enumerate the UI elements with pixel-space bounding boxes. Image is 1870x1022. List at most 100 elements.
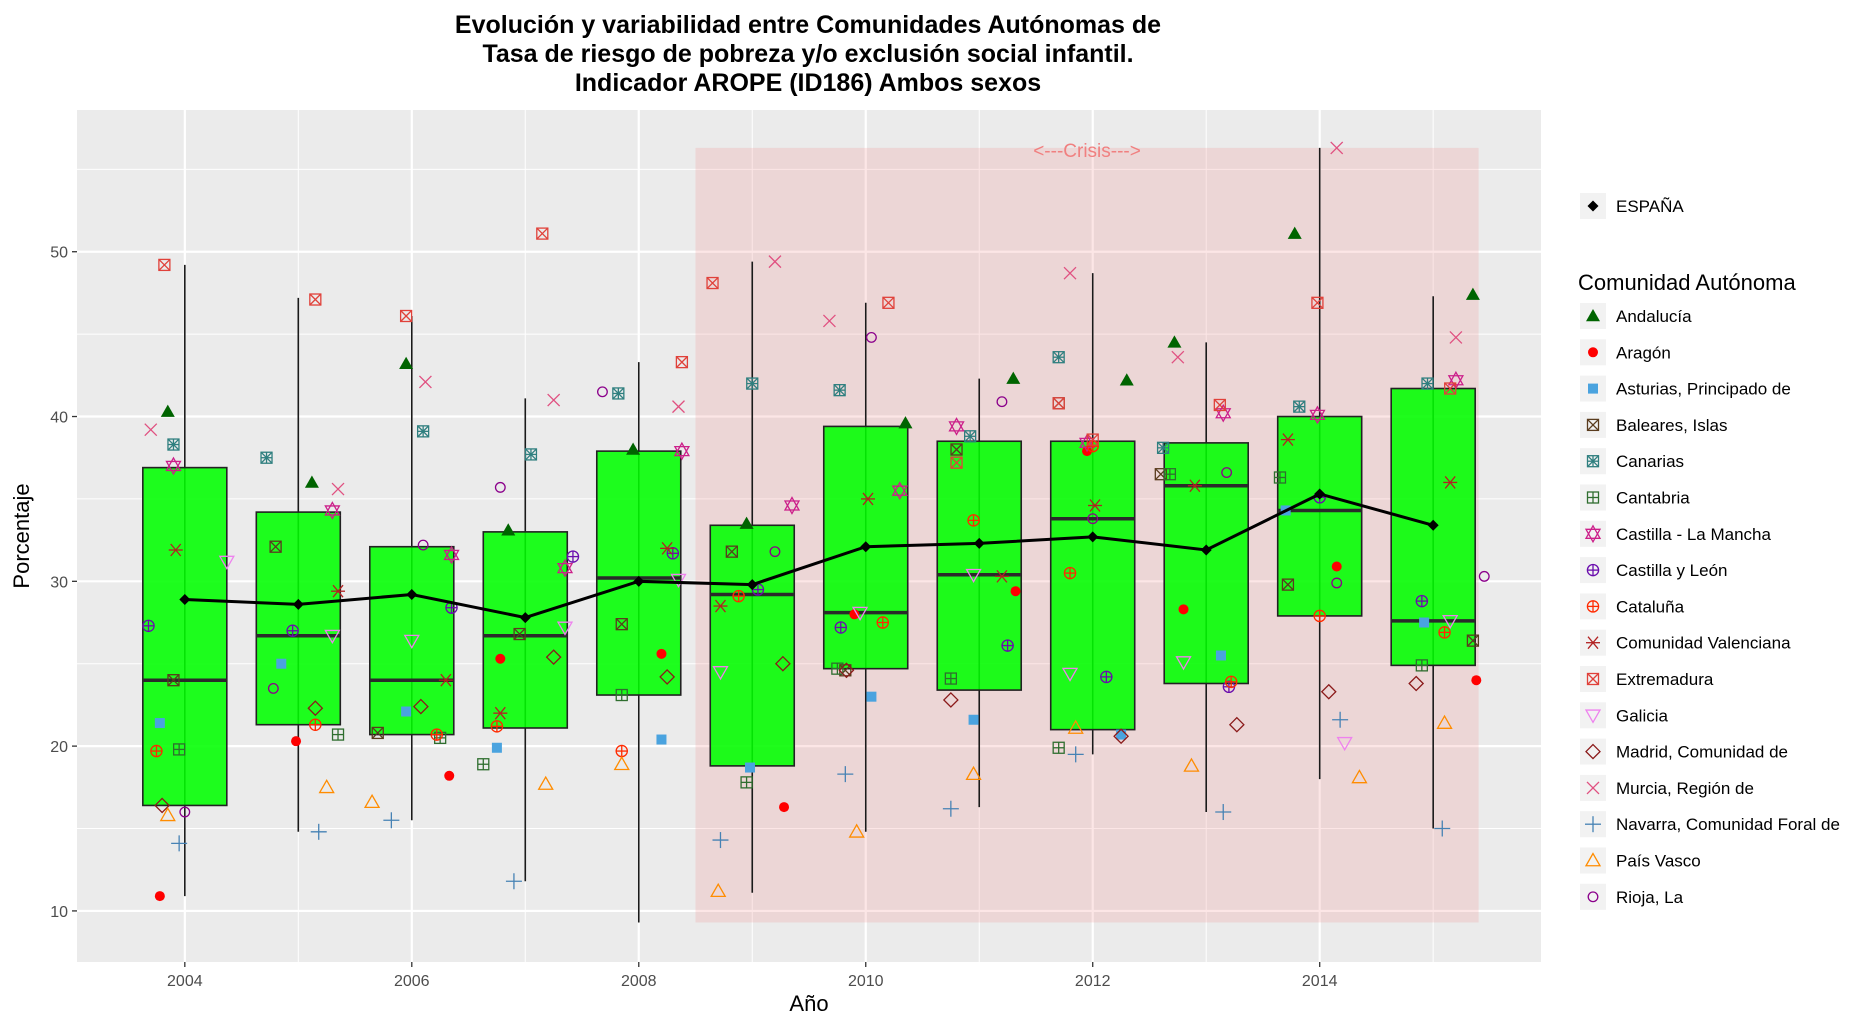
point-canarias-0 <box>167 438 180 451</box>
title-line-1: Evolución y variabilidad entre Comunidad… <box>455 11 1161 39</box>
legend-symbol-extremadura <box>1586 672 1600 686</box>
point-cantabria-3 <box>477 758 490 771</box>
point-canarias-6 <box>833 384 846 397</box>
point-asturias-principado-de-9 <box>1215 650 1226 661</box>
box-2014 <box>1276 415 1363 617</box>
point-catalu-a-7 <box>967 514 980 527</box>
point-catalu-a-0 <box>150 744 163 758</box>
point-arag-n-11 <box>1471 675 1482 686</box>
point-cantabria-4 <box>615 688 628 702</box>
point-rioja-la-2 <box>417 539 429 551</box>
point-rioja-la-3 <box>494 481 506 493</box>
point-andaluc-a-11 <box>1465 287 1480 300</box>
espana-point-9 <box>1200 544 1212 556</box>
point-navarra-comunidad-foral-de-1 <box>310 823 327 840</box>
legend-label-cantabria: Cantabria <box>1616 489 1690 508</box>
y-tick-label: 20 <box>50 739 68 756</box>
espana-point-6 <box>860 541 872 553</box>
point-asturias-principado-de-11 <box>1419 617 1430 628</box>
point-catalu-a-1 <box>309 718 322 731</box>
y-tick-label: 50 <box>50 245 68 262</box>
espana-point-0 <box>179 593 191 605</box>
point-madrid-comunidad-de-3 <box>545 649 562 666</box>
point-canarias-5 <box>746 377 759 390</box>
point-murcia-regi-n-de-9 <box>1330 141 1344 155</box>
box-2008 <box>595 450 682 696</box>
point-canarias-8 <box>1052 351 1065 364</box>
point-andaluc-a-8 <box>1119 373 1134 386</box>
point-extremadura-1 <box>309 293 322 306</box>
point-catalu-a-3 <box>490 720 504 733</box>
point-extremadura-0 <box>158 258 171 272</box>
point-madrid-comunidad-de-0 <box>154 797 171 814</box>
point-arag-n-10 <box>1331 561 1342 572</box>
point-extremadura-2 <box>399 309 413 323</box>
legend-label-comunidad-valenciana: Comunidad Valenciana <box>1616 634 1791 653</box>
point-madrid-comunidad-de-6 <box>838 662 855 679</box>
point-canarias-3 <box>524 448 538 461</box>
point-castilla-la-mancha-2 <box>443 545 460 565</box>
point-asturias-principado-de-1 <box>276 658 287 669</box>
point-murcia-regi-n-de-1 <box>331 482 345 496</box>
point-comunidad-valenciana-6 <box>861 492 876 506</box>
legend-key-pa-s-vasco <box>1580 847 1606 874</box>
point-madrid-comunidad-de-2 <box>412 698 429 715</box>
point-galicia-1 <box>324 629 341 645</box>
espana-point-11 <box>1427 519 1439 531</box>
point-rioja-la-10 <box>1331 577 1343 589</box>
point-galicia-4 <box>670 573 687 588</box>
point-pa-s-vasco-7 <box>965 765 982 781</box>
point-asturias-principado-de-4 <box>656 734 667 745</box>
point-canarias-7 <box>964 430 977 443</box>
point-andaluc-a-1 <box>304 475 319 488</box>
box-rect-2012 <box>1049 440 1136 731</box>
point-murcia-regi-n-de-3 <box>547 393 561 407</box>
point-catalu-a-10 <box>1224 675 1238 689</box>
legend-symbol-arag-n <box>1588 347 1598 358</box>
legend-symbol-pa-s-vasco <box>1584 852 1602 867</box>
point-asturias-principado-de-6 <box>866 691 877 702</box>
point-andaluc-a-6 <box>898 416 913 429</box>
point-murcia-regi-n-de-6 <box>822 314 836 328</box>
point-catalu-a-4 <box>615 744 628 758</box>
box-rect-2011 <box>936 440 1023 691</box>
point-navarra-comunidad-foral-de-9 <box>1332 711 1349 728</box>
point-castilla-la-mancha-5 <box>783 496 801 515</box>
box-rect-2008 <box>595 450 682 696</box>
legend-label-pa-s-vasco: País Vasco <box>1616 852 1701 871</box>
point-extremadura-4 <box>675 355 689 369</box>
point-pa-s-vasco-0 <box>159 807 176 822</box>
legend-label-murcia-regi-n-de: Murcia, Región de <box>1616 779 1754 798</box>
point-rioja-la-8 <box>1087 513 1099 525</box>
point-murcia-regi-n-de-0 <box>144 423 158 437</box>
legend-label-canarias: Canarias <box>1616 452 1684 471</box>
point-comunidad-valenciana-10 <box>1280 433 1295 447</box>
x-axis-title: Año <box>789 991 828 1016</box>
point-comunidad-valenciana-0 <box>168 543 183 557</box>
y-tick-label: 40 <box>50 410 68 427</box>
point-castilla-la-mancha-3 <box>556 558 574 578</box>
point-murcia-regi-n-de-5 <box>768 255 782 269</box>
point-madrid-comunidad-de-1 <box>307 700 324 717</box>
point-castilla-y-le-n-3 <box>566 550 580 563</box>
point-cantabria-5 <box>740 776 753 789</box>
point-galicia-7 <box>965 568 982 584</box>
point-catalu-a-8 <box>1063 566 1077 580</box>
point-catalu-a-6 <box>876 616 890 629</box>
x-tick-label: 2010 <box>848 973 884 990</box>
legend-label-castilla-y-le-n: Castilla y León <box>1616 561 1728 580</box>
point-navarra-comunidad-foral-de-2 <box>383 812 400 829</box>
point-baleares-islas-3 <box>513 627 526 641</box>
point-arag-n-1 <box>291 736 302 747</box>
point-andaluc-a-7 <box>1006 371 1021 384</box>
legend-espana-label: ESPAÑA <box>1616 197 1684 216</box>
legend-label-extremadura: Extremadura <box>1616 670 1714 689</box>
point-castilla-la-mancha-7 <box>948 417 965 436</box>
point-murcia-regi-n-de-7 <box>1063 266 1077 280</box>
point-cantabria-11 <box>1415 659 1428 672</box>
point-rioja-la-1 <box>267 682 279 694</box>
box-2006 <box>368 545 455 736</box>
point-madrid-comunidad-de-10 <box>1320 683 1337 700</box>
point-asturias-principado-de-2 <box>401 706 412 717</box>
legend-label-asturias-principado-de: Asturias, Principado de <box>1616 380 1791 399</box>
